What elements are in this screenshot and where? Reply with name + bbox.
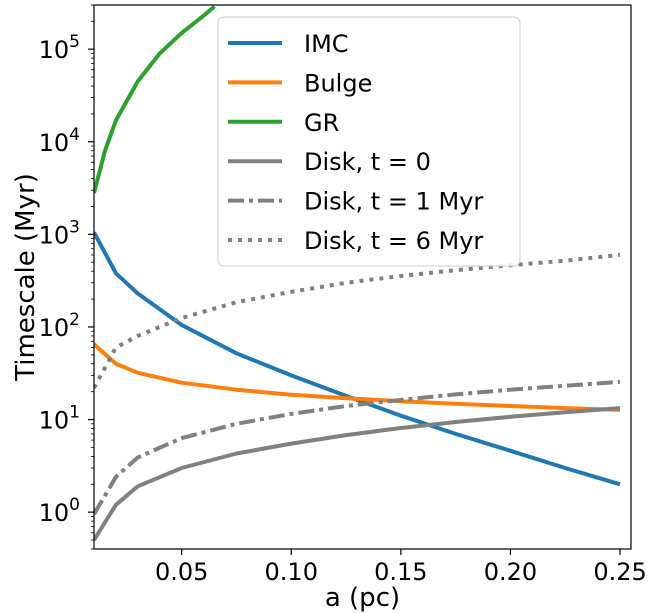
legend-label-2: GR bbox=[304, 109, 339, 137]
series-line-4 bbox=[94, 379, 621, 516]
x-tick-label: 0.15 bbox=[374, 558, 427, 586]
legend-box bbox=[217, 16, 521, 267]
y-axis: 100 101 102 103 104 105 bbox=[39, 4, 94, 550]
legend-label-4: Disk, t = 1 Myr bbox=[304, 188, 483, 216]
y-axis-label: Timescale (Myr) bbox=[11, 173, 41, 382]
legend-label-1: Bulge bbox=[304, 69, 372, 97]
y-tick-label: 101 bbox=[39, 403, 80, 435]
series-line-3 bbox=[94, 406, 621, 542]
y-tick-label: 105 bbox=[39, 32, 80, 64]
x-axis-label: a (pc) bbox=[325, 583, 400, 613]
x-axis: 0.05 0.10 0.15 0.20 0.25 bbox=[155, 549, 647, 586]
legend-label-3: Disk, t = 0 bbox=[304, 148, 431, 176]
x-tick-label: 0.10 bbox=[265, 558, 318, 586]
y-tick-label: 103 bbox=[39, 217, 80, 249]
y-tick-label: 104 bbox=[39, 125, 80, 157]
legend-label-5: Disk, t = 6 Myr bbox=[304, 227, 483, 255]
legend: IMC Bulge GR Disk, t = 0 Disk, t = 1 Myr Disk… bbox=[217, 16, 521, 267]
y-tick-label: 100 bbox=[39, 495, 80, 527]
x-tick-label: 0.20 bbox=[484, 558, 537, 586]
series-line-2 bbox=[94, 5, 216, 194]
series-layer bbox=[94, 5, 621, 542]
series-line-0 bbox=[94, 231, 621, 487]
x-tick-label: 0.05 bbox=[155, 558, 208, 586]
plot-frame bbox=[93, 4, 632, 550]
legend-label-0: IMC bbox=[304, 30, 349, 58]
series-line-1 bbox=[94, 342, 621, 412]
y-tick-label: 102 bbox=[39, 310, 80, 342]
x-tick-label: 0.25 bbox=[593, 558, 646, 586]
series-line-5 bbox=[94, 252, 621, 389]
